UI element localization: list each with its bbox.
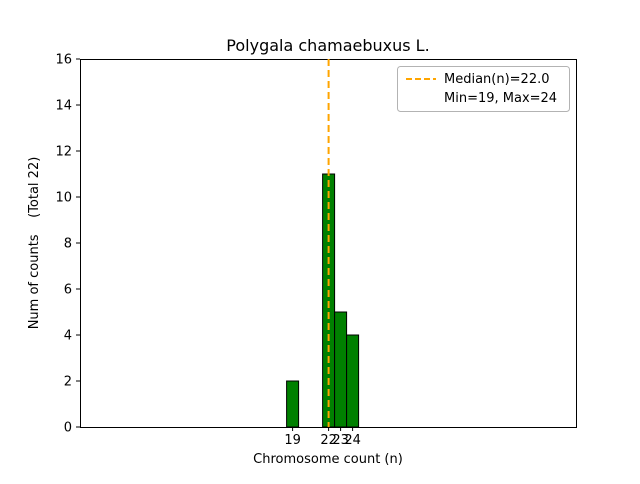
x-tick-label: 22 [320,433,337,448]
y-tick-label: 16 [55,53,72,68]
y-tick-label: 12 [55,145,72,160]
x-tick-label: 24 [344,433,361,448]
y-tick-label: 2 [64,375,72,390]
y-tick-label: 0 [64,421,72,436]
y-tick-label: 6 [64,283,72,298]
chart-title: Polygala chamaebuxus L. [226,36,429,55]
x-axis-label: Chromosome count (n) [253,452,403,467]
bar-19 [286,380,300,428]
y-tick-label: 4 [64,329,72,344]
bars-group [286,173,360,428]
x-tick-label: 19 [284,433,301,448]
x-tick-label: 23 [332,433,349,448]
y-tick-label: 14 [55,99,72,114]
legend-line-1: Median(n)=22.0 [444,72,550,87]
y-axis-ticks: 0 2 4 6 8 10 12 14 16 [55,53,80,436]
legend: Median(n)=22.0 Min=19, Max=24 [397,66,570,112]
bar-23 [334,311,348,428]
y-tick-label: 10 [55,191,72,206]
y-tick-label: 8 [64,237,72,252]
y-axis-label: Num of counts (Total 22) [27,157,42,330]
bar-24 [346,334,360,428]
legend-box [397,66,570,112]
legend-line-2: Min=19, Max=24 [444,91,557,106]
